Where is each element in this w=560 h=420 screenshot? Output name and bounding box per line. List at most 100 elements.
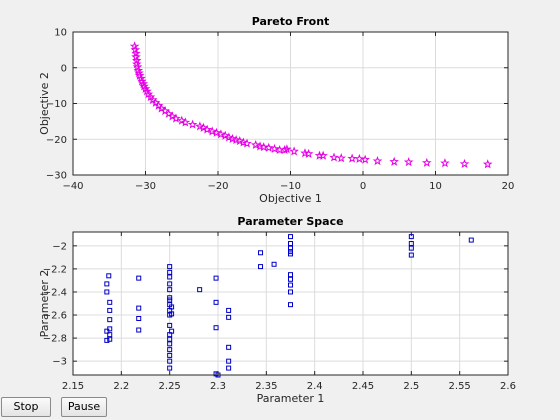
data-point (226, 314, 232, 320)
data-point (169, 304, 175, 310)
x-tick-label: −20 (207, 181, 228, 192)
x-tick-label: −40 (62, 181, 83, 192)
y-tick-label: 0 (61, 63, 67, 74)
data-point (167, 297, 173, 303)
x-tick-label: 2.55 (449, 381, 471, 392)
data-point (195, 121, 205, 131)
data-point (288, 251, 293, 257)
data-point (389, 156, 399, 166)
y-tick-label: −2 (52, 241, 67, 252)
y-axis-label: Objective 2 (38, 72, 51, 135)
data-point (403, 157, 414, 167)
data-point (167, 269, 173, 275)
data-point (211, 127, 222, 137)
data-point (422, 157, 432, 167)
data-point (288, 241, 293, 247)
data-point (202, 124, 212, 134)
y-tick-label: −2.4 (43, 287, 67, 298)
data-point (289, 146, 299, 156)
data-point (132, 55, 142, 65)
y-tick-label: −20 (46, 135, 67, 146)
x-tick-label: 2.6 (500, 381, 516, 392)
data-point (482, 159, 493, 169)
data-point (226, 307, 232, 313)
data-point (329, 152, 339, 162)
data-point (258, 250, 264, 256)
y-tick-label: 10 (54, 28, 67, 39)
data-point (107, 299, 113, 305)
data-point (288, 276, 293, 282)
data-point (258, 264, 264, 270)
y-tick-label: −10 (46, 99, 67, 110)
data-point (107, 332, 113, 338)
y-tick-label: −2.8 (43, 334, 67, 345)
data-point (136, 275, 142, 281)
data-point (468, 237, 474, 243)
y-axis-label: Parameter 2 (38, 270, 51, 338)
data-point (104, 337, 110, 343)
data-point (271, 261, 277, 267)
x-axis-label: Parameter 1 (257, 392, 325, 405)
data-point (288, 245, 293, 251)
data-point (288, 272, 293, 278)
data-point (176, 115, 187, 125)
y-tick-label: −2.6 (43, 311, 67, 322)
data-point (107, 326, 113, 332)
data-point (250, 139, 261, 150)
data-point (104, 289, 110, 295)
data-point (169, 311, 175, 317)
data-point (226, 365, 232, 371)
data-point (107, 307, 113, 313)
data-point (288, 302, 293, 308)
y-tick-label: −30 (46, 171, 67, 182)
data-point (213, 275, 219, 281)
data-point (136, 305, 142, 311)
data-point (213, 299, 219, 305)
data-point (226, 358, 232, 364)
data-point (167, 281, 173, 287)
data-point (167, 322, 173, 328)
data-point (288, 282, 293, 288)
data-point (263, 142, 274, 152)
data-point (167, 341, 173, 347)
data-point (220, 130, 231, 140)
stop-button[interactable]: Stop (1, 397, 51, 417)
y-tick-label: −3 (52, 357, 67, 368)
x-tick-label: −10 (280, 181, 301, 192)
data-point (198, 122, 209, 132)
data-point (107, 336, 113, 342)
x-tick-label: 2.3 (210, 381, 226, 392)
data-point (226, 344, 232, 350)
parameter-space-chart: 2.15 2.2 2.25 2.3 2.35 2.4 2.45 2.5 2.55 2.6 −3 −2.… (38, 215, 516, 405)
data-point (408, 241, 414, 247)
data-point (131, 48, 141, 58)
data-point (167, 347, 173, 353)
chart-title: Parameter Space (237, 215, 343, 228)
x-tick-label: 2.45 (352, 381, 374, 392)
data-point (234, 136, 245, 146)
data-point (224, 132, 234, 142)
data-point (169, 328, 175, 334)
x-tick-label: 10 (429, 181, 442, 192)
x-tick-label: 2.35 (255, 381, 277, 392)
data-point (336, 153, 347, 163)
pause-button[interactable]: Pause (61, 397, 107, 417)
data-point (180, 117, 191, 127)
x-tick-label: 2.4 (307, 381, 323, 392)
data-point (288, 289, 293, 295)
data-point (167, 365, 173, 371)
data-point (282, 144, 292, 154)
data-point (107, 317, 113, 323)
axes-box (72, 231, 509, 376)
data-point (440, 158, 450, 168)
data-point (106, 273, 112, 279)
data-point (242, 138, 252, 148)
data-point (104, 281, 110, 287)
data-point (303, 148, 314, 158)
data-point (216, 129, 226, 139)
data-point (269, 143, 280, 153)
data-point (197, 287, 203, 293)
data-point (408, 245, 414, 251)
